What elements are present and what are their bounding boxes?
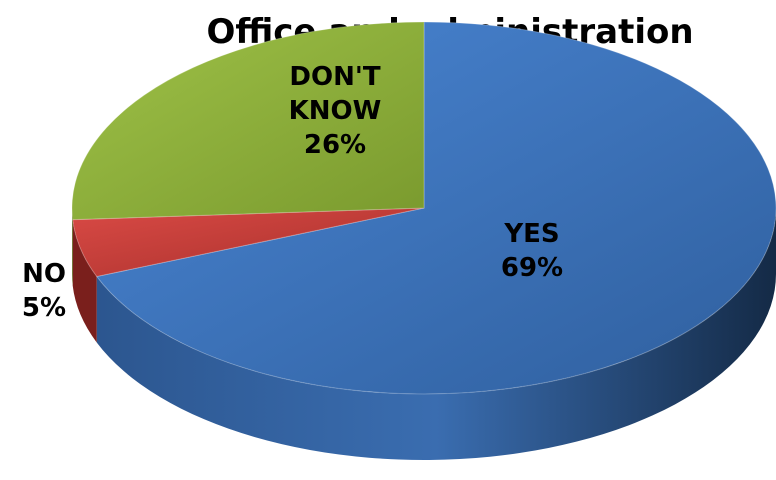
pie-labels: YES 69% NO 5% DON'T KNOW 26%: [22, 62, 563, 323]
slice-label-yes: YES 69%: [501, 219, 563, 283]
slice-value-no: 5%: [22, 293, 66, 323]
slice-label-don-t-know: DON'T KNOW 26%: [289, 62, 382, 160]
slice-name-yes: YES: [503, 219, 559, 249]
pie-slice-no: [72, 207, 425, 278]
pie-tops: [71, 21, 776, 395]
pie-side-yes: [96, 208, 776, 461]
slice-name-don-t-know: KNOW: [289, 96, 382, 126]
pie-sides: [72, 208, 776, 461]
slice-name-don-t-know: DON'T: [289, 62, 380, 92]
pie-slice-don-t-know: [71, 21, 425, 221]
slice-label-no: NO 5%: [22, 259, 66, 323]
pie-side-don-t-know: [72, 208, 73, 286]
pie-side-no: [72, 219, 97, 343]
slice-name-no: NO: [22, 259, 66, 289]
slice-value-don-t-know: 26%: [304, 130, 366, 160]
pie-slice-yes: [95, 21, 776, 395]
slice-value-yes: 69%: [501, 253, 563, 283]
